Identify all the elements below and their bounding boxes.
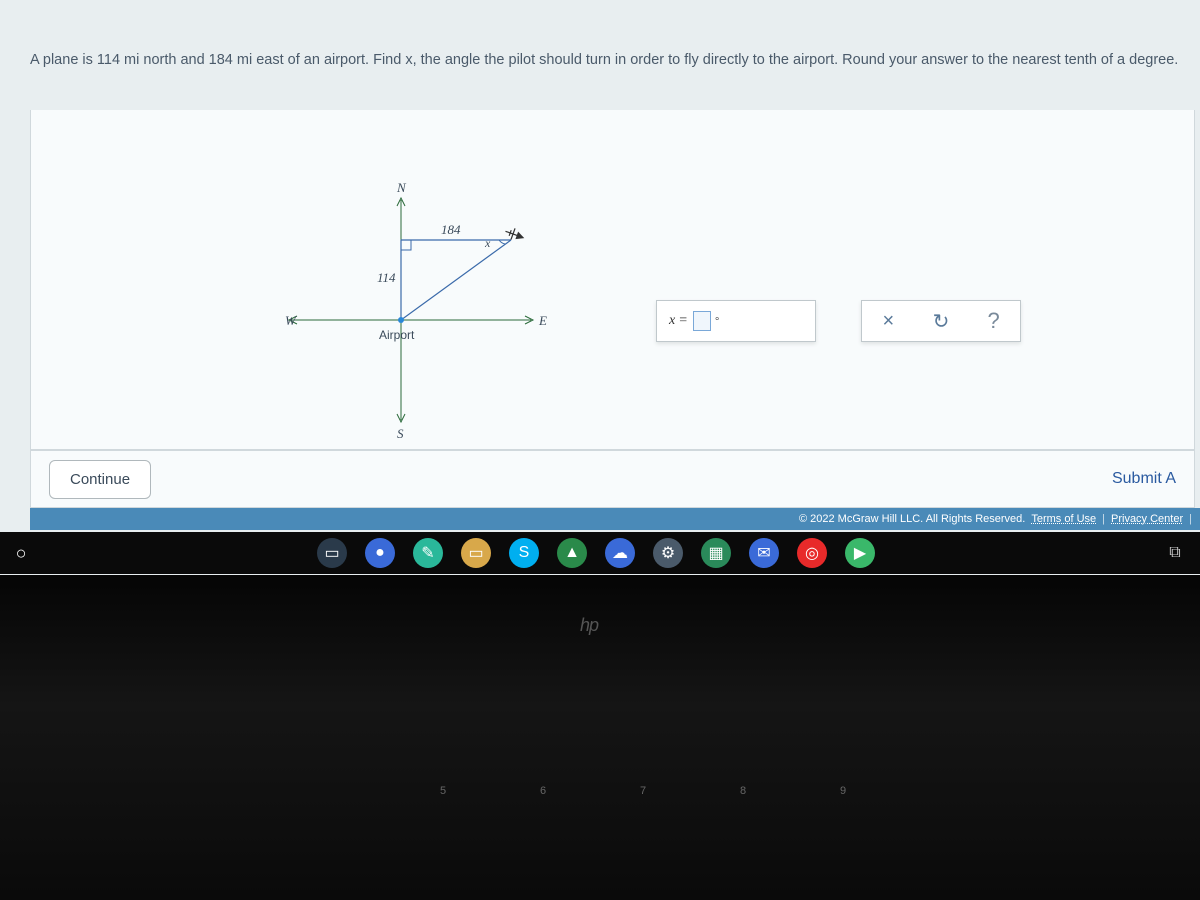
problem-diagram: N S E W 114 184 x Airport bbox=[261, 170, 561, 450]
privacy-link[interactable]: Privacy Center bbox=[1111, 513, 1183, 525]
key-9: 9 bbox=[840, 785, 846, 797]
taskbar-icon-xbox[interactable]: ◎ bbox=[797, 538, 827, 568]
taskbar-icon-camera[interactable]: ● bbox=[365, 538, 395, 568]
taskbar-icon-mail[interactable]: ✉ bbox=[749, 538, 779, 568]
footer-sep: | bbox=[1102, 513, 1105, 525]
key-6: 6 bbox=[540, 785, 546, 797]
label-x: x bbox=[485, 236, 490, 251]
taskbar-icon-calc[interactable]: ▦ bbox=[701, 538, 731, 568]
taskbar: ○ ▭ ● ✎ ▭ S ▲ ☁ ⚙ ▦ ✉ ◎ ▶ ⧉ bbox=[0, 532, 1200, 574]
footer-strip: © 2022 McGraw Hill LLC. All Rights Reser… bbox=[30, 508, 1200, 530]
compass-s: S bbox=[397, 426, 404, 442]
key-5: 5 bbox=[440, 785, 446, 797]
taskbar-icon-drive[interactable]: ▲ bbox=[557, 538, 587, 568]
answer-equals: = bbox=[679, 313, 687, 329]
bezel-area: hp 5 6 7 8 9 bbox=[0, 575, 1200, 900]
taskbar-icon-store[interactable]: ▶ bbox=[845, 538, 875, 568]
continue-button[interactable]: Continue bbox=[49, 460, 151, 499]
terms-link[interactable]: Terms of Use bbox=[1031, 513, 1096, 525]
help-button[interactable]: ? bbox=[978, 308, 1010, 334]
compass-w: W bbox=[285, 313, 296, 329]
label-airport: Airport bbox=[379, 328, 414, 342]
answer-degree: ° bbox=[715, 316, 719, 327]
taskbar-icon-onedrive[interactable]: ☁ bbox=[605, 538, 635, 568]
clear-button[interactable]: × bbox=[872, 310, 904, 333]
submit-button[interactable]: Submit A bbox=[1112, 470, 1176, 488]
screen-area: A plane is 114 mi north and 184 mi east … bbox=[0, 0, 1200, 575]
diagram-svg bbox=[261, 170, 561, 450]
taskbar-icon-settings[interactable]: ⚙ bbox=[653, 538, 683, 568]
footer-sep2: | bbox=[1189, 513, 1192, 525]
compass-e: E bbox=[539, 313, 547, 329]
answer-input[interactable] bbox=[693, 311, 711, 331]
taskbar-icon-file-explorer[interactable]: ▭ bbox=[461, 538, 491, 568]
key-8: 8 bbox=[740, 785, 746, 797]
taskbar-icons: ▭ ● ✎ ▭ S ▲ ☁ ⚙ ▦ ✉ ◎ ▶ bbox=[42, 538, 1150, 568]
taskbar-icon-paint-3d[interactable]: ✎ bbox=[413, 538, 443, 568]
answer-var: x bbox=[669, 313, 675, 329]
bottom-bar: Continue Submit A bbox=[30, 450, 1195, 508]
start-button[interactable]: ○ bbox=[0, 532, 42, 574]
hp-logo: hp bbox=[580, 615, 598, 636]
label-184: 184 bbox=[441, 222, 461, 238]
copyright-text: © 2022 McGraw Hill LLC. All Rights Reser… bbox=[799, 513, 1025, 525]
work-area: N S E W 114 184 x Airport x = ° × ↻ ? bbox=[30, 110, 1195, 450]
label-114: 114 bbox=[377, 270, 396, 286]
taskbar-icon-task-view[interactable]: ▭ bbox=[317, 538, 347, 568]
compass-n: N bbox=[397, 180, 406, 196]
tool-row: × ↻ ? bbox=[861, 300, 1021, 342]
question-text: A plane is 114 mi north and 184 mi east … bbox=[30, 50, 1195, 72]
reset-button[interactable]: ↻ bbox=[925, 309, 957, 334]
key-7: 7 bbox=[640, 785, 646, 797]
taskbar-icon-skype[interactable]: S bbox=[509, 538, 539, 568]
answer-box[interactable]: x = ° bbox=[656, 300, 816, 342]
tray-button[interactable]: ⧉ bbox=[1150, 532, 1200, 574]
